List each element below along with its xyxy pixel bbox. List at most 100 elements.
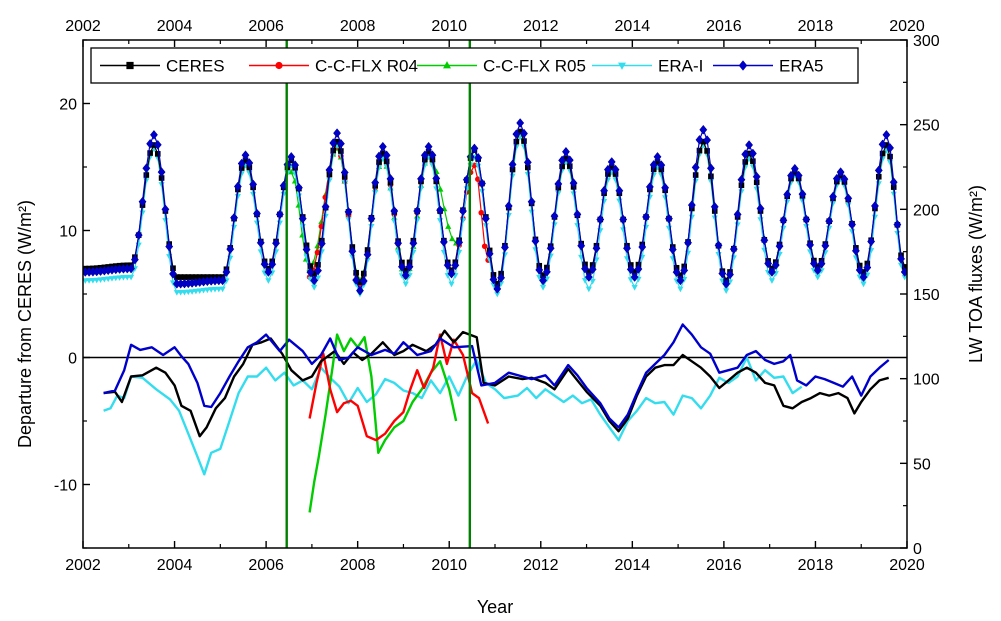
flux-point-era5 (237, 158, 246, 169)
flux-point-era5 (733, 209, 742, 220)
flux-point-era5 (481, 213, 490, 224)
flux-point-era5 (291, 160, 300, 170)
flux-point-era5 (741, 149, 750, 160)
flux-point-era5 (798, 189, 807, 199)
flux-point-era5 (268, 259, 277, 270)
flux-point-era5 (165, 241, 174, 252)
flux-point-era-i (208, 287, 215, 293)
flux-point-era5 (787, 170, 795, 181)
flux-point-era5 (375, 151, 383, 162)
flux-point-era5 (325, 165, 334, 175)
flux-point-era5 (661, 182, 670, 193)
flux-point-ceres (513, 138, 520, 145)
flux-point-era-i (734, 222, 741, 228)
flux-point-era5 (439, 237, 448, 247)
flux-point-ceres (330, 147, 337, 154)
flux-point-era5 (455, 237, 464, 248)
flux-point-era-i (204, 287, 211, 294)
departure-line-ceres (103, 329, 890, 438)
flux-point-era-i (127, 274, 135, 281)
flux-point-era-i (211, 286, 219, 293)
flux-point-era5 (306, 267, 315, 278)
flux-point-era5 (222, 267, 231, 277)
flux-point-era-i (101, 276, 108, 283)
legend-label-ceres: CERES (166, 57, 225, 76)
flux-point-era5 (611, 164, 620, 175)
flux-point-era5 (401, 270, 410, 281)
flux-point-era5 (645, 182, 654, 192)
flux-point-era-i (505, 213, 512, 219)
flux-point-era-i (295, 193, 302, 200)
flux-point-era5 (161, 204, 170, 215)
flux-point-era-i (890, 191, 897, 198)
flux-point-era5 (745, 140, 754, 150)
flux-point-era5 (157, 167, 166, 177)
flux-point-era5 (855, 265, 864, 275)
flux-point-era-i (93, 277, 100, 284)
flux-point-era5 (344, 207, 353, 217)
flux-point-era-i (414, 218, 421, 224)
flux-point-c-c-flx-r05 (318, 218, 325, 225)
x-tick-label-bottom: 2020 (889, 557, 925, 574)
flux-point-era-i (139, 210, 146, 217)
flux-point-era5 (577, 240, 586, 251)
flux-point-c-c-flx-r04 (314, 249, 321, 256)
flux-point-era5 (527, 196, 536, 207)
flux-point-era5 (691, 162, 700, 173)
flux-point-era5 (706, 163, 715, 174)
flux-point-era-i (478, 188, 486, 195)
flux-point-era5 (169, 269, 177, 279)
flux-point-era-i (539, 284, 547, 291)
flux-point-era5 (764, 258, 773, 269)
flux-point-era5 (676, 275, 685, 286)
flux-point-era5 (256, 237, 265, 248)
flux-point-era-i (871, 214, 879, 221)
flux-point-era5 (562, 146, 570, 157)
flux-point-era5 (607, 157, 616, 167)
flux-point-era5 (493, 284, 502, 294)
flux-point-era5 (142, 163, 151, 174)
x-tick-label-top: 2010 (431, 18, 467, 35)
flux-point-era5 (889, 177, 898, 188)
flux-point-era5 (218, 275, 227, 286)
flux-line-ceres (85, 129, 906, 286)
flux-point-era5 (584, 272, 593, 282)
flux-point-era-i (112, 275, 119, 282)
flux-point-era5 (680, 265, 689, 276)
flux-point-era5 (424, 141, 433, 152)
flux-point-era5 (813, 265, 822, 276)
flux-point-era-i (688, 214, 695, 221)
flux-point-era-i (494, 291, 501, 298)
flux-point-era5 (623, 243, 631, 254)
flux-point-era-i (901, 274, 907, 281)
flux-point-c-c-flx-r05 (288, 168, 295, 175)
flux-point-c-c-flx-r04 (478, 209, 485, 216)
flux-point-era5 (737, 174, 746, 185)
flux-point-era-i (162, 218, 169, 224)
flux-point-c-c-flx-r05 (445, 223, 452, 229)
flux-point-era5 (253, 208, 261, 219)
flux-point-era5 (233, 181, 242, 192)
flux-point-c-c-flx-r04 (481, 243, 488, 250)
flux-point-era5 (371, 177, 380, 188)
flux-point-era5 (817, 258, 826, 269)
flux-point-era5 (504, 201, 513, 211)
flux-point-c-c-flx-r05 (314, 242, 321, 249)
flux-point-ceres (521, 138, 527, 144)
flux-point-era5 (420, 150, 429, 161)
flux-point-era5 (340, 167, 349, 178)
flux-point-era-i (417, 186, 425, 192)
flux-point-era-i (436, 218, 444, 224)
flux-point-era-i (814, 274, 821, 281)
legend-marker-c-c-flx-r05 (443, 61, 451, 69)
flux-point-era5 (516, 118, 525, 128)
flux-point-era5 (397, 261, 406, 272)
flux-point-era5 (886, 143, 895, 153)
flux-point-era5 (542, 266, 551, 277)
flux-point-era5 (153, 139, 162, 150)
flux-point-era5 (710, 201, 719, 212)
flux-point-era-i (845, 202, 852, 209)
flux-point-era-i (177, 290, 184, 296)
y-left-tick-label: -10 (54, 478, 77, 495)
flux-line-era-i (85, 134, 906, 296)
